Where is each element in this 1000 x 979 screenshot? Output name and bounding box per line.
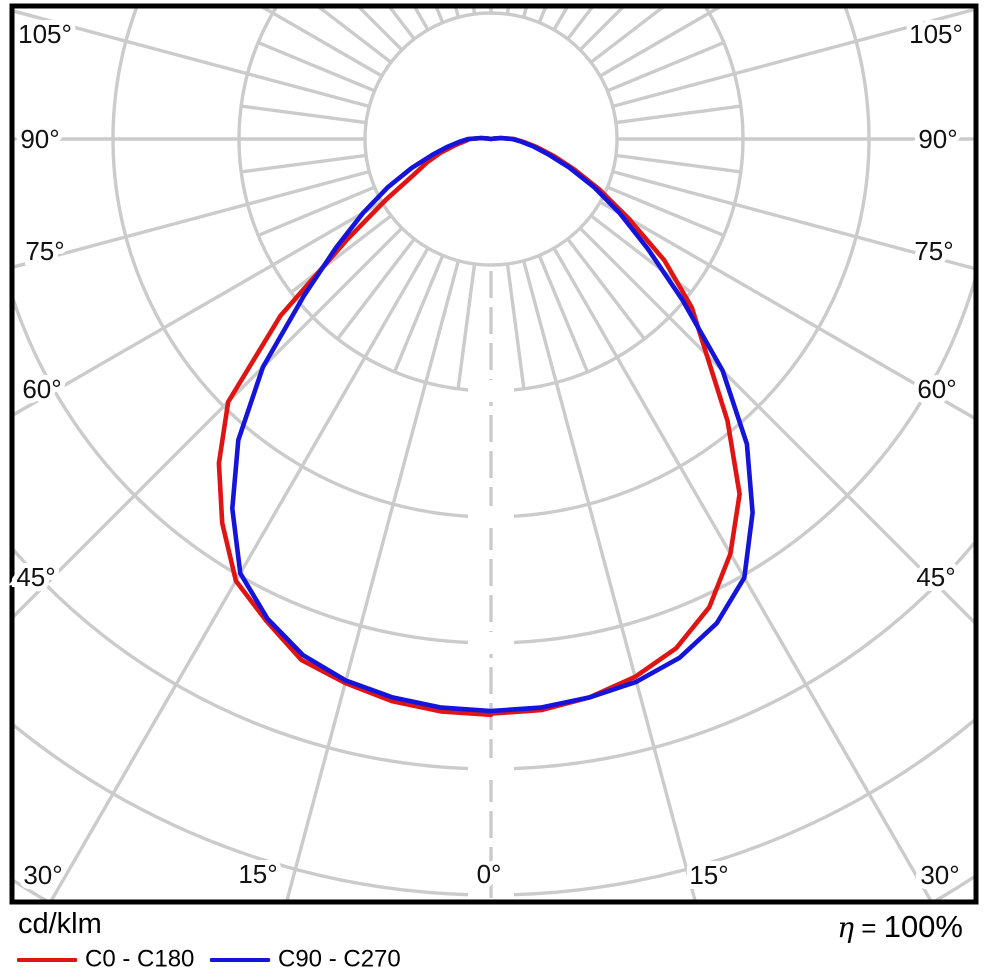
- angle-label: 60°: [22, 374, 61, 404]
- angle-label: 15°: [238, 859, 277, 889]
- legend-item-c0-c180: C0 - C180: [17, 945, 194, 974]
- legend-label-c0-c180: C0 - C180: [85, 945, 195, 973]
- chart-footer: cd/klm C0 - C180 C90 - C270 η = 100%: [0, 905, 1000, 979]
- angle-label: 45°: [916, 562, 955, 592]
- angle-label: 0°: [477, 859, 502, 889]
- eta-symbol: η: [837, 911, 855, 944]
- angle-label: 45°: [16, 562, 55, 592]
- efficiency-label: η = 100%: [837, 909, 963, 944]
- angle-label: 30°: [920, 860, 959, 890]
- c90-c270-line-swatch: [210, 957, 270, 962]
- legend-label-c90-c270: C90 - C270: [278, 945, 401, 973]
- legend-item-c90-c270: C90 - C270: [210, 945, 401, 974]
- angle-label: 90°: [20, 124, 59, 154]
- c0-c180-line-swatch: [17, 957, 77, 962]
- angle-label: 75°: [25, 236, 64, 266]
- angle-labels: 105° 90° 75° 60° 45° 105° 90° 75° 60° 45° 30° 15° 0°…: [11, 14, 968, 895]
- angle-label: 90°: [918, 124, 957, 154]
- units-label: cd/klm: [18, 908, 102, 940]
- photometric-polar-chart: 105° 90° 75° 60° 45° 105° 90° 75° 60° 45° 30° 15° 0°…: [9, 3, 979, 905]
- angle-label: 30°: [23, 860, 62, 890]
- angle-label: 105°: [18, 19, 72, 49]
- angle-label: 105°: [909, 19, 963, 49]
- efficiency-value: 100%: [883, 909, 963, 944]
- angle-label: 75°: [914, 236, 953, 266]
- angle-label: 15°: [689, 860, 728, 890]
- angle-label: 60°: [917, 374, 956, 404]
